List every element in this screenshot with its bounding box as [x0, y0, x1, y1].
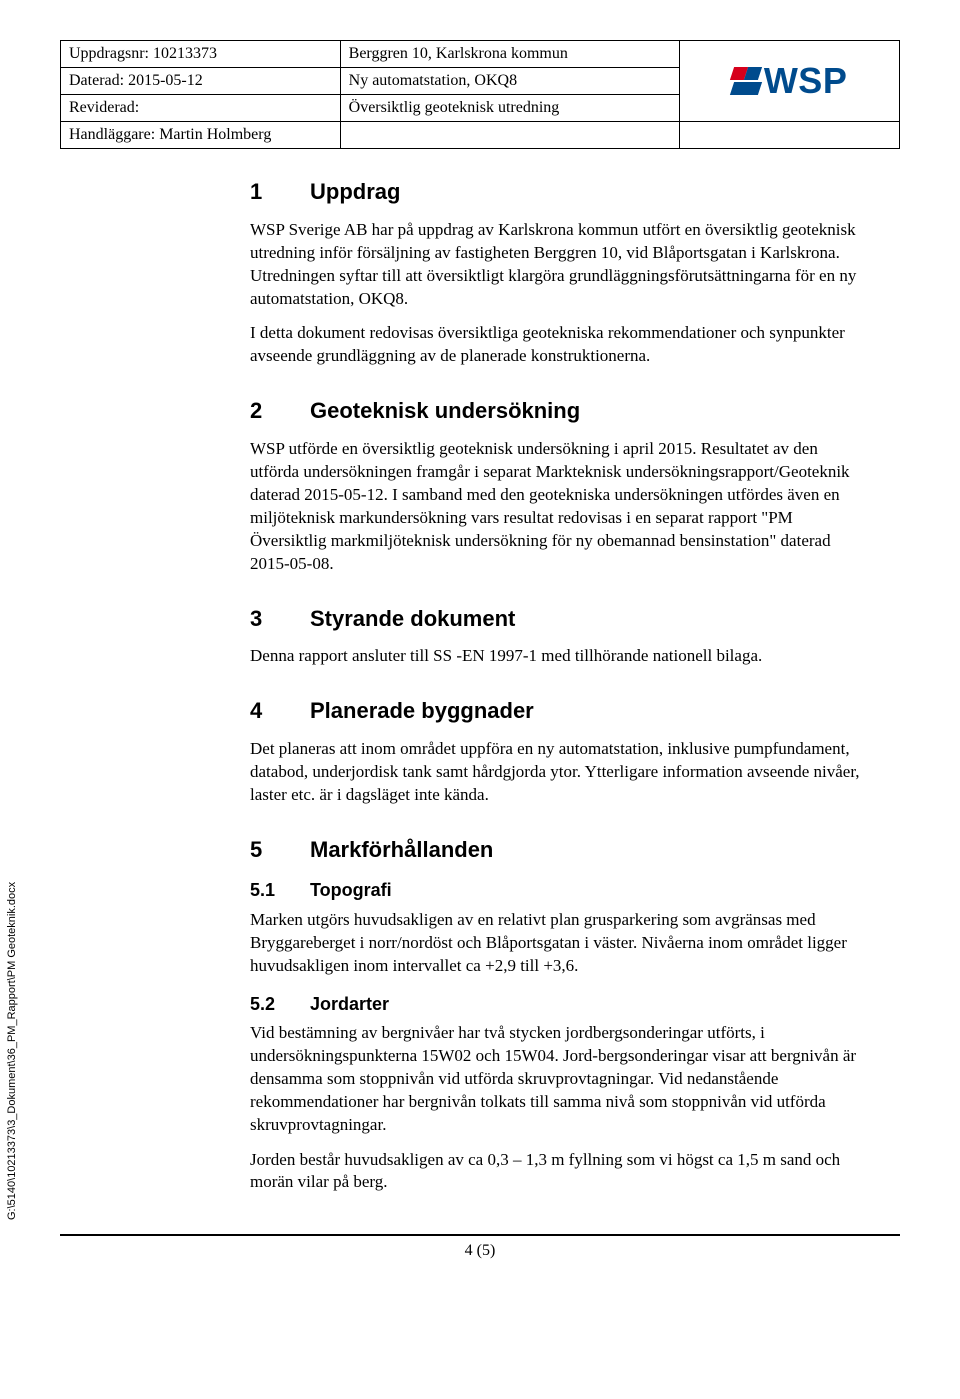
header-title2: Ny automatstation, OKQ8 [340, 68, 680, 95]
document-header-table: Uppdragsnr: 10213373 Berggren 10, Karlsk… [60, 40, 900, 149]
section-2-heading: 2Geoteknisk undersökning [250, 396, 870, 426]
header-empty [680, 122, 900, 149]
logo-cell: WSP [680, 41, 900, 122]
header-title1: Berggren 10, Karlskrona kommun [340, 41, 680, 68]
paragraph: Jorden består huvudsakligen av ca 0,3 – … [250, 1149, 870, 1195]
page-number: 4 (5) [465, 1242, 496, 1259]
label: Handläggare: [69, 126, 159, 143]
section-number: 5 [250, 835, 310, 865]
subsection-number: 5.1 [250, 878, 310, 902]
header-uppdragsnr: Uppdragsnr: 10213373 [61, 41, 341, 68]
paragraph: WSP Sverige AB har på uppdrag av Karlskr… [250, 219, 870, 311]
section-number: 3 [250, 604, 310, 634]
section-3-heading: 3Styrande dokument [250, 604, 870, 634]
section-title: Uppdrag [310, 179, 400, 204]
section-title: Geoteknisk undersökning [310, 398, 580, 423]
section-5-1-heading: 5.1Topografi [250, 878, 870, 902]
header-handlaggare: Handläggare: Martin Holmberg [61, 122, 341, 149]
section-title: Markförhållanden [310, 837, 493, 862]
paragraph: WSP utförde en översiktlig geoteknisk un… [250, 438, 870, 576]
section-number: 2 [250, 396, 310, 426]
subsection-title: Topografi [310, 880, 392, 900]
wsp-logo-mark-icon [732, 67, 760, 95]
wsp-logo-text: WSP [764, 60, 848, 102]
label: Uppdragsnr: [69, 45, 153, 62]
section-number: 1 [250, 177, 310, 207]
section-number: 4 [250, 696, 310, 726]
subsection-title: Jordarter [310, 994, 389, 1014]
document-body: 1Uppdrag WSP Sverige AB har på uppdrag a… [250, 177, 870, 1194]
subsection-number: 5.2 [250, 992, 310, 1016]
section-4-heading: 4Planerade byggnader [250, 696, 870, 726]
page-footer: 4 (5) [60, 1234, 900, 1260]
section-1-heading: 1Uppdrag [250, 177, 870, 207]
section-5-2-heading: 5.2Jordarter [250, 992, 870, 1016]
section-5-heading: 5Markförhållanden [250, 835, 870, 865]
wsp-logo: WSP [680, 60, 899, 102]
section-title: Planerade byggnader [310, 698, 534, 723]
header-daterad: Daterad: 2015-05-12 [61, 68, 341, 95]
paragraph: Marken utgörs huvudsakligen av en relati… [250, 909, 870, 978]
paragraph: Det planeras att inom området uppföra en… [250, 738, 870, 807]
document-path-sidetext: G:\5140\10213373\3_Dokument\36_PM_Rappor… [6, 882, 18, 1220]
value: Martin Holmberg [159, 126, 271, 143]
header-title3: Översiktlig geoteknisk utredning [340, 95, 680, 122]
paragraph: Vid bestämning av bergnivåer har två sty… [250, 1022, 870, 1137]
paragraph: Denna rapport ansluter till SS -EN 1997-… [250, 645, 870, 668]
paragraph: I detta dokument redovisas översiktliga … [250, 322, 870, 368]
value: 2015-05-12 [128, 72, 203, 89]
section-title: Styrande dokument [310, 606, 515, 631]
header-empty [340, 122, 680, 149]
label: Daterad: [69, 72, 128, 89]
value: 10213373 [153, 45, 217, 62]
header-reviderad: Reviderad: [61, 95, 341, 122]
